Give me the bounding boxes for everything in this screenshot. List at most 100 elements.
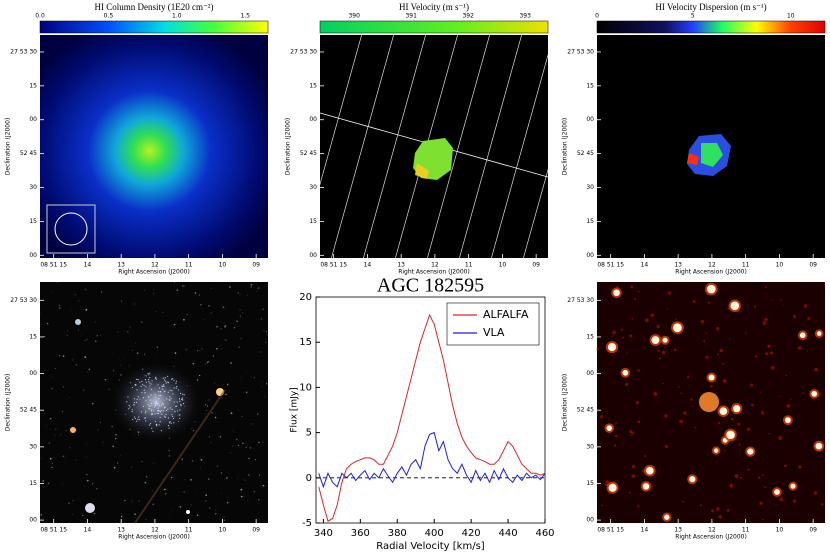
galaxy-star bbox=[126, 401, 127, 402]
field-star bbox=[263, 309, 264, 310]
field-star bbox=[60, 381, 61, 382]
x-axis-label: Right Ascension (J2000) bbox=[118, 269, 190, 276]
field-star bbox=[230, 362, 232, 364]
ra-tick-label: 14 bbox=[84, 527, 92, 534]
dec-tick-label: 00 bbox=[586, 116, 594, 123]
field-star bbox=[215, 513, 216, 514]
field-star bbox=[257, 299, 258, 300]
galaxy-star bbox=[160, 411, 161, 412]
field-star bbox=[184, 285, 185, 286]
field-star bbox=[242, 443, 243, 444]
ir-speck bbox=[770, 351, 773, 354]
galaxy-star bbox=[168, 392, 169, 393]
field-star bbox=[236, 438, 238, 440]
field-star bbox=[237, 478, 238, 479]
field-star bbox=[76, 364, 77, 365]
ir-speck bbox=[747, 428, 750, 431]
field-star bbox=[62, 484, 63, 485]
dec-tick-label: 15 bbox=[309, 82, 317, 89]
field-star bbox=[69, 447, 71, 449]
field-star bbox=[55, 435, 56, 436]
ir-speck bbox=[798, 346, 802, 350]
field-star bbox=[266, 383, 267, 384]
ra-tick-label: 08 51 15 bbox=[40, 527, 67, 534]
dec-tick-label: 15 bbox=[586, 333, 594, 340]
colorbar-tick-label: 0 bbox=[595, 13, 599, 20]
galaxy-star bbox=[180, 405, 181, 406]
dec-tick-label: 30 bbox=[29, 184, 37, 191]
galaxy-star bbox=[162, 403, 163, 404]
field-star bbox=[141, 348, 142, 349]
galaxy-star bbox=[165, 381, 166, 382]
field-star bbox=[106, 441, 107, 442]
ir-speck bbox=[645, 319, 649, 323]
field-star bbox=[121, 301, 122, 302]
field-star bbox=[141, 461, 142, 462]
ir-speck bbox=[751, 403, 754, 406]
field-star bbox=[266, 331, 267, 332]
ir-speck bbox=[790, 399, 791, 400]
field-star bbox=[62, 411, 63, 412]
dec-tick-label: 15 bbox=[29, 82, 37, 89]
ra-tick-label: 10 bbox=[219, 527, 227, 534]
ir-speck bbox=[629, 334, 632, 337]
galaxy-star bbox=[164, 406, 165, 407]
ir-speck bbox=[660, 333, 661, 334]
galaxy-star bbox=[179, 414, 180, 415]
field-star bbox=[100, 335, 101, 336]
dec-tick-label: 15 bbox=[309, 218, 317, 225]
galaxy-star bbox=[133, 404, 134, 405]
field-star bbox=[156, 311, 157, 312]
galaxy-star bbox=[146, 382, 147, 383]
ra-tick-label: 12 bbox=[151, 527, 159, 534]
field-star bbox=[216, 326, 218, 328]
x-axis-label: Right Ascension (J2000) bbox=[675, 534, 747, 541]
ir-speck bbox=[731, 418, 734, 421]
dec-tick-label: 15 bbox=[29, 218, 37, 225]
ir-speck bbox=[658, 350, 660, 352]
field-star bbox=[87, 480, 89, 482]
field-star bbox=[208, 305, 209, 306]
field-star bbox=[145, 519, 146, 520]
ir-speck bbox=[804, 304, 807, 307]
ir-speck bbox=[786, 375, 788, 377]
ir-speck bbox=[631, 431, 634, 434]
galaxy-star bbox=[144, 390, 145, 391]
field-star bbox=[217, 466, 218, 467]
galaxy-star bbox=[164, 379, 165, 380]
galaxy-star bbox=[176, 406, 177, 407]
galaxy-star bbox=[179, 418, 180, 419]
field-star bbox=[251, 284, 253, 286]
field-star bbox=[101, 291, 103, 293]
galaxy-star bbox=[174, 411, 175, 412]
galaxy-star bbox=[166, 382, 167, 383]
field-star bbox=[157, 347, 158, 348]
field-star bbox=[135, 343, 136, 344]
ir-source bbox=[673, 323, 682, 332]
galaxy-star bbox=[182, 399, 183, 400]
galaxy-star bbox=[157, 384, 158, 385]
galaxy-star bbox=[144, 392, 145, 393]
field-star bbox=[262, 381, 263, 382]
field-star bbox=[66, 323, 67, 324]
galaxy-star bbox=[136, 421, 137, 422]
field-star bbox=[257, 291, 258, 292]
field-star bbox=[171, 477, 172, 478]
field-star bbox=[175, 352, 177, 354]
ir-speck bbox=[656, 325, 659, 328]
galaxy-star bbox=[161, 405, 162, 406]
galaxy-star bbox=[148, 408, 149, 409]
galaxy-star bbox=[151, 428, 152, 429]
field-star bbox=[251, 423, 253, 425]
field-star bbox=[85, 309, 87, 311]
field-star bbox=[221, 348, 222, 349]
field-star bbox=[86, 339, 88, 341]
field-star bbox=[242, 416, 243, 417]
ra-tick-label: 09 bbox=[532, 262, 540, 269]
field-star bbox=[172, 511, 173, 512]
galaxy-star bbox=[148, 373, 149, 374]
galaxy-star bbox=[145, 400, 146, 401]
galaxy-star bbox=[177, 410, 178, 411]
ir-source bbox=[747, 448, 753, 454]
field-star bbox=[255, 459, 256, 460]
